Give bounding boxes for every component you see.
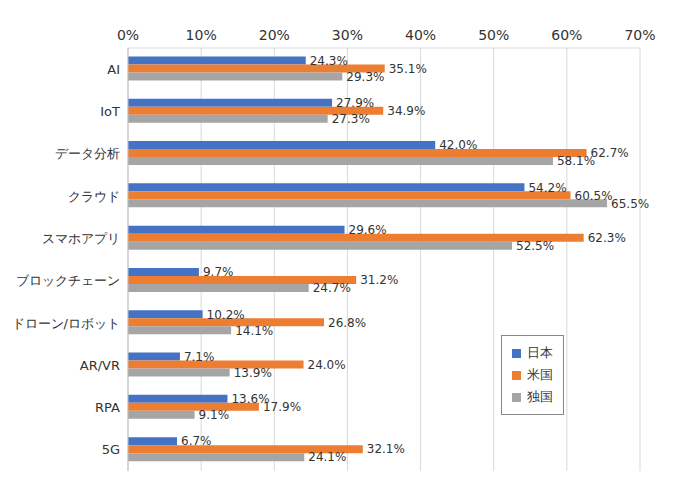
svg-text:RPA: RPA (95, 400, 120, 415)
svg-text:65.5%: 65.5% (611, 197, 649, 211)
svg-text:AR/VR: AR/VR (80, 358, 120, 373)
svg-text:50%: 50% (478, 27, 509, 43)
svg-text:42.0%: 42.0% (439, 138, 477, 152)
svg-text:7.1%: 7.1% (184, 350, 215, 364)
svg-text:60.5%: 60.5% (575, 189, 613, 203)
svg-text:35.1%: 35.1% (389, 62, 427, 76)
svg-text:24.3%: 24.3% (310, 54, 348, 68)
svg-text:14.1%: 14.1% (235, 324, 273, 338)
svg-text:ブロックチェーン: ブロックチェーン (16, 273, 120, 288)
svg-text:AI: AI (107, 62, 120, 77)
html-text:日本: 日本 (527, 345, 553, 360)
svg-text:27.9%: 27.9% (336, 96, 374, 110)
svg-text:58.1%: 58.1% (557, 154, 595, 168)
svg-text:54.2%: 54.2% (528, 181, 566, 195)
svg-text:62.3%: 62.3% (588, 231, 626, 245)
svg-text:データ分析: データ分析 (55, 146, 120, 161)
svg-text:0%: 0% (117, 27, 139, 43)
svg-text:10.2%: 10.2% (207, 308, 245, 322)
svg-text:13.6%: 13.6% (231, 392, 270, 407)
svg-text:27.3%: 27.3% (332, 112, 370, 126)
svg-text:31.2%: 31.2% (360, 273, 398, 287)
svg-text:34.9%: 34.9% (387, 104, 425, 118)
svg-text:ドローン/ロボット: ドローン/ロボット (12, 316, 120, 331)
svg-text:6.7%: 6.7% (181, 434, 212, 448)
svg-text:10%: 10% (186, 27, 217, 43)
svg-text:20%: 20% (259, 27, 290, 43)
svg-text:5G: 5G (102, 442, 120, 457)
svg-text:24.0%: 24.0% (308, 358, 346, 372)
html-text:米国: 米国 (527, 367, 553, 382)
svg-text:9.7%: 9.7% (203, 265, 234, 279)
svg-text:62.7%: 62.7% (591, 146, 629, 160)
svg-text:クラウド: クラウド (68, 189, 120, 204)
svg-text:24.7%: 24.7% (313, 281, 351, 295)
svg-text:52.5%: 52.5% (516, 239, 554, 253)
svg-text:29.6%: 29.6% (349, 223, 387, 237)
html-text:独国: 独国 (527, 389, 553, 404)
svg-text:60%: 60% (551, 27, 582, 43)
svg-text:スマホアプリ: スマホアプリ (42, 231, 120, 246)
svg-text:29.3%: 29.3% (346, 70, 384, 84)
svg-text:9.1%: 9.1% (199, 408, 230, 422)
svg-text:26.8%: 26.8% (328, 316, 366, 330)
svg-text:70%: 70% (624, 27, 655, 43)
svg-text:32.1%: 32.1% (367, 442, 405, 456)
svg-text:13.9%: 13.9% (234, 366, 272, 380)
svg-text:IoT: IoT (100, 104, 120, 119)
svg-text:17.9%: 17.9% (263, 400, 301, 414)
svg-text:40%: 40% (405, 27, 436, 43)
svg-text:24.1%: 24.1% (308, 450, 346, 464)
svg-text:30%: 30% (332, 27, 363, 43)
